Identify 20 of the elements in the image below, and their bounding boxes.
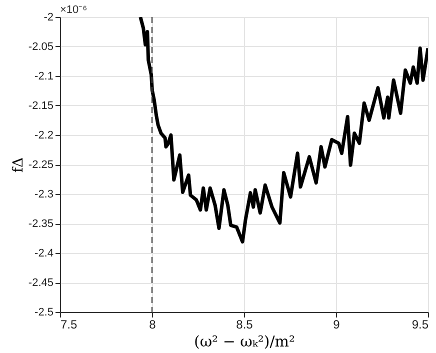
y-tick-label: -2.5 — [34, 306, 54, 318]
x-tick-label: 8.5 — [236, 318, 254, 332]
y-tick-label: -2 — [44, 12, 54, 24]
y-tick-label: -2.45 — [28, 277, 54, 289]
y-tick-label: -2.15 — [28, 100, 54, 112]
x-tick-label: 9 — [333, 318, 340, 332]
y-tick-label: -2.05 — [28, 41, 54, 53]
text: ×10⁻⁶ — [60, 4, 88, 16]
y-tick-label: -2.2 — [34, 130, 54, 142]
y-tick-label: -2.25 — [28, 159, 54, 171]
y-tick-label: -2.35 — [28, 218, 54, 230]
y-tick-label: -2.1 — [34, 70, 54, 82]
x-axis-title: (ω² − ωₖ²)/m² — [194, 332, 296, 350]
x-tick-label: 7.5 — [60, 318, 78, 332]
y-tick-label: -2.3 — [34, 188, 54, 200]
y-axis-title: fΔ — [10, 157, 26, 173]
line-series — [138, 17, 428, 244]
y-tick-label: -2.4 — [34, 248, 54, 260]
x-tick-label: 9.5 — [412, 318, 429, 332]
x-tick-label: 8 — [149, 318, 156, 332]
